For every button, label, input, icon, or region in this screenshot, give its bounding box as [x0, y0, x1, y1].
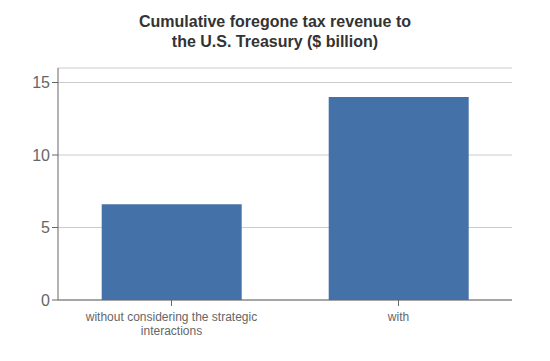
- svg-text:without considering the strate: without considering the strategicinterac…: [85, 310, 257, 338]
- html-text:the U.S. Treasury ($ billion): the U.S. Treasury ($ billion): [171, 33, 379, 50]
- html-text:Cumulative foregone tax revenu: Cumulative foregone tax revenue to: [139, 13, 411, 30]
- svg-text:5: 5: [41, 219, 50, 236]
- svg-text:10: 10: [32, 147, 50, 164]
- svg-text:0: 0: [41, 292, 50, 309]
- svg-text:15: 15: [32, 74, 50, 91]
- svg-text:with: with: [387, 310, 409, 324]
